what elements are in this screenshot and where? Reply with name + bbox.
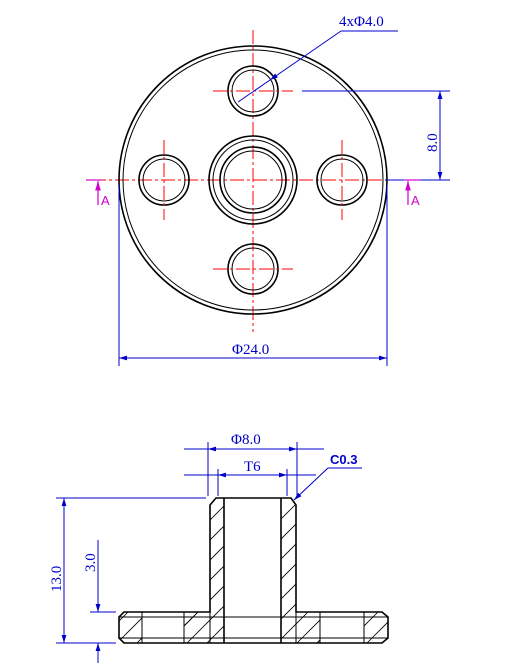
section-marker-right: A — [404, 179, 420, 208]
height-text: 13.0 — [49, 566, 65, 592]
chamfer-text: C0.3 — [330, 452, 357, 467]
boss-outer-circle — [208, 135, 298, 225]
hatch-wall-left — [210, 498, 224, 643]
mounting-hole-left — [138, 140, 190, 220]
boss-diameter-text: Φ8.0 — [231, 432, 261, 448]
thread-text: T6 — [244, 459, 261, 475]
hole-callout: 4xΦ4.0 — [237, 14, 398, 103]
hatch-flange-outer-right — [364, 612, 388, 643]
hatch-wall-right — [281, 498, 296, 643]
height-dimension: 13.0 — [49, 497, 206, 644]
boss-diameter-dimension: Φ8.0 — [184, 432, 324, 496]
section-label-right: A — [411, 193, 420, 208]
offset-dimension: 8.0 — [302, 90, 450, 181]
section-view: Φ8.0 T6 C0.3 13.0 3.0 — [49, 432, 389, 663]
mounting-hole-right — [316, 140, 368, 220]
mounting-hole-top — [213, 65, 293, 117]
offset-dimension-text: 8.0 — [425, 133, 441, 152]
hatch-left — [210, 498, 224, 643]
section-outline — [118, 497, 389, 644]
outer-diameter-dimension: Φ24.0 — [118, 185, 388, 366]
boss-chamfer-circle — [212, 139, 294, 221]
section-label-left: A — [101, 193, 110, 208]
bore-inner-circle — [223, 150, 283, 210]
flange-chamfer-circle — [122, 49, 384, 311]
section-marker-left: A — [86, 179, 110, 208]
mounting-hole-bottom — [213, 243, 293, 295]
hatch-flange-outer-left — [119, 612, 142, 643]
hatch-flange-inner-left — [184, 612, 210, 643]
bore-outer-circle — [219, 146, 287, 214]
thread-dimension: T6 — [184, 459, 316, 496]
chamfer-callout: C0.3 — [293, 452, 362, 501]
hatch-flange-inner-right — [296, 612, 320, 643]
hole-callout-text: 4xΦ4.0 — [339, 14, 384, 30]
flange-thickness-dimension: 3.0 — [83, 540, 116, 663]
top-view: 4xΦ4.0 8.0 Φ24.0 A A — [86, 14, 450, 366]
flange-thickness-text: 3.0 — [83, 553, 99, 572]
outer-diameter-text: Φ24.0 — [232, 342, 269, 358]
